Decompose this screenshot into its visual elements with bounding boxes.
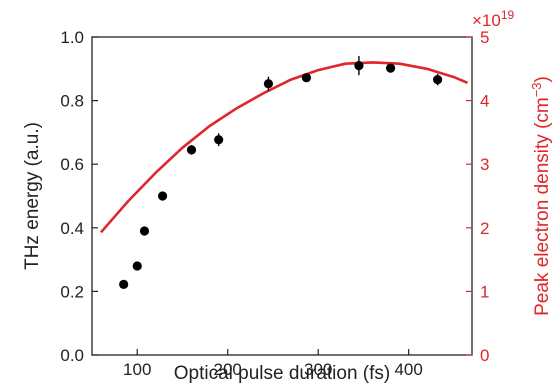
right-y-axis-ticks: 0 1 2 3 4 5 (466, 28, 489, 365)
x-tick-label: 400 (394, 360, 422, 379)
data-point (301, 73, 312, 83)
right-axis-multiplier: ×1019 (472, 8, 515, 30)
plot-frame (91, 36, 473, 356)
right-y-axis-title-main: Peak electron density (cm (532, 97, 553, 316)
left-y-tick-label: 0.4 (60, 219, 84, 238)
right-y-tick-label: 5 (480, 28, 489, 47)
right-y-axis-title-exponent: −3 (529, 82, 544, 97)
right-y-tick-label: 4 (480, 92, 489, 111)
data-point (139, 226, 150, 236)
left-y-tick-label: 1.0 (60, 28, 84, 47)
data-point (385, 63, 396, 73)
data-point (157, 191, 168, 201)
x-tick-label: 100 (123, 360, 151, 379)
right-y-tick-label: 0 (480, 346, 489, 365)
data-point (186, 145, 197, 155)
right-axis-multiplier-base: ×10 (472, 11, 501, 30)
right-y-tick-label: 1 (480, 282, 489, 301)
right-axis-multiplier-exponent: 19 (501, 8, 515, 22)
right-y-axis-title: Peak electron density (cm−3) (529, 76, 553, 316)
left-y-axis-title: THz energy (a.u.) (22, 122, 43, 270)
x-axis-ticks: 100 200 300 400 (123, 349, 423, 379)
x-tick-label: 300 (304, 360, 332, 379)
data-point (433, 75, 443, 85)
x-axis-title: Optical pulse duration (fs) (174, 363, 391, 384)
data-point (354, 61, 364, 71)
density-line (100, 61, 469, 234)
left-y-axis-ticks: 0.0 0.2 0.4 0.6 0.8 1.0 (60, 28, 98, 365)
data-point (119, 279, 129, 290)
left-y-tick-label: 0.0 (60, 346, 84, 365)
left-y-tick-label: 0.2 (60, 282, 84, 301)
data-point (263, 79, 274, 89)
plot-series (100, 56, 469, 290)
data-point (132, 261, 142, 271)
right-y-axis-title-close: ) (532, 76, 553, 82)
left-y-tick-label: 0.6 (60, 155, 84, 174)
x-tick-label: 200 (214, 360, 242, 379)
right-y-tick-label: 3 (480, 155, 489, 174)
right-y-tick-label: 2 (480, 219, 489, 238)
data-point (214, 135, 224, 145)
left-y-tick-label: 0.8 (60, 92, 84, 111)
